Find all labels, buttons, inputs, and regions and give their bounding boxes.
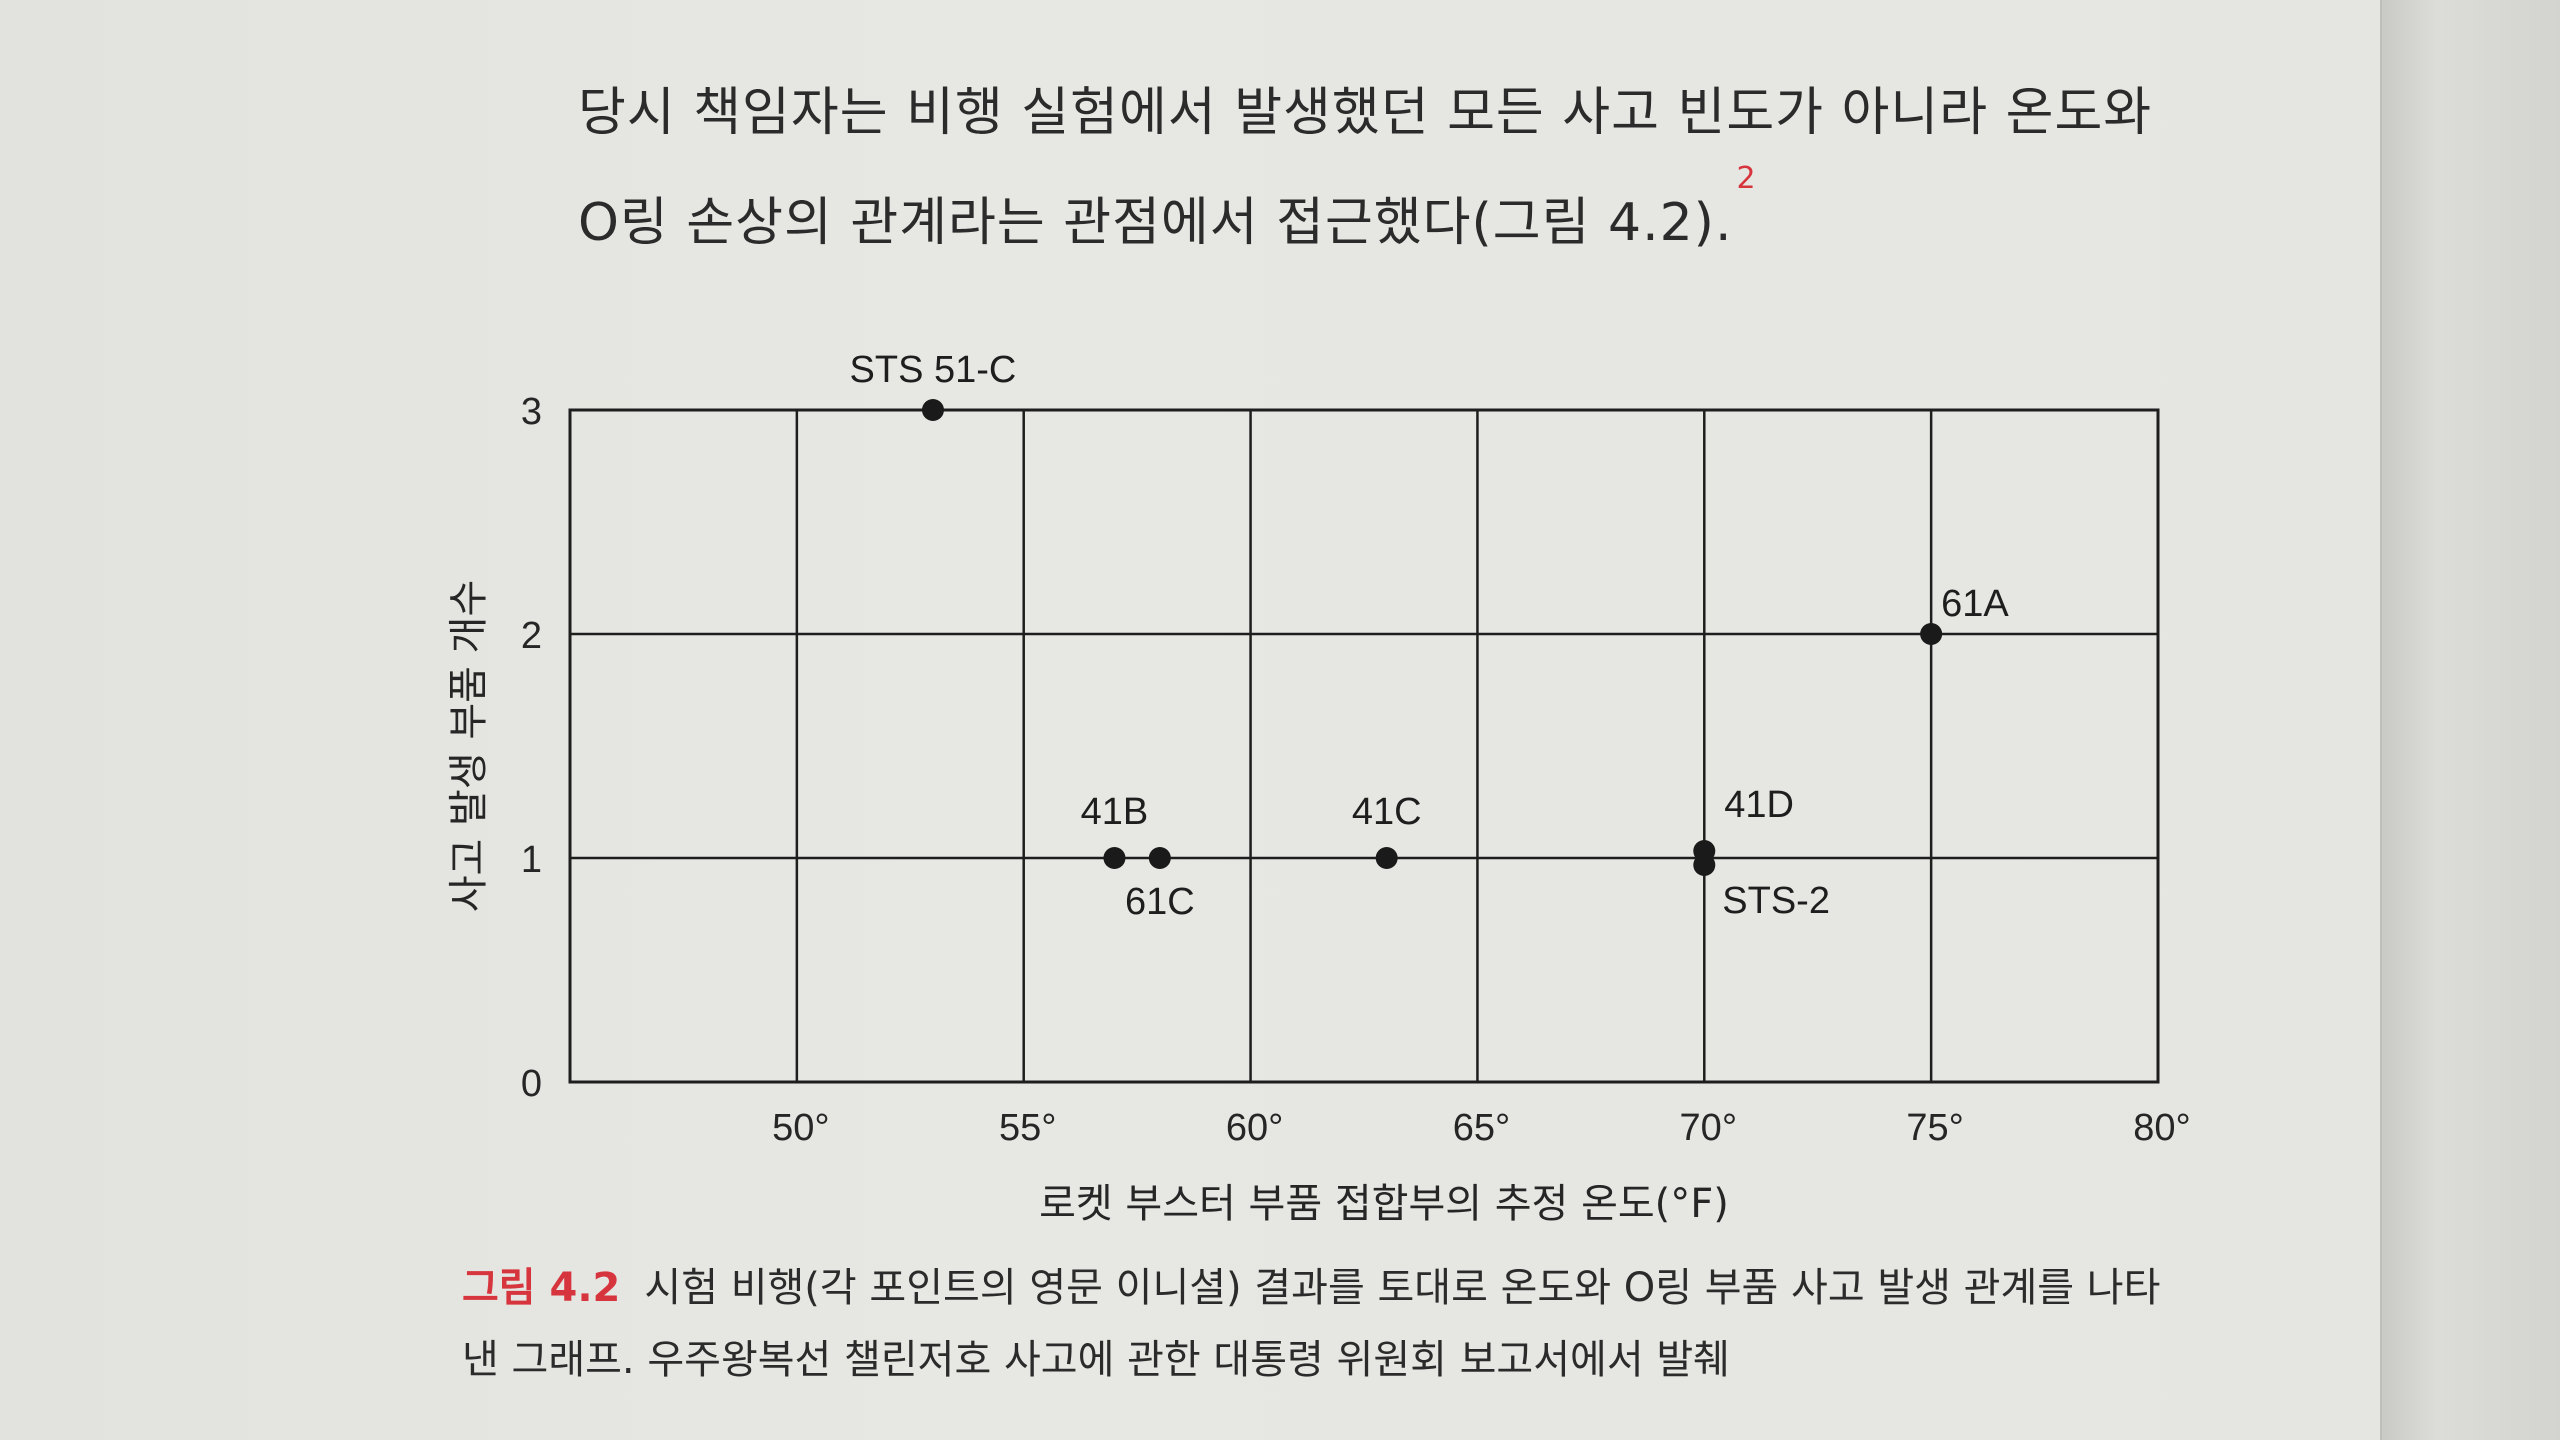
y-tick-label: 0 — [521, 1063, 542, 1105]
scatter-chart: 50° 55° 60° 65° 70° 75° 80° 0 1 2 3 STS 51-C 41B 61… — [446, 349, 2191, 1227]
data-point — [1375, 847, 1398, 869]
data-point-label: 41C — [1352, 791, 1422, 833]
body-text-line-1: 당시 책임자는 비행 실험에서 발생했던 모든 사고 빈도가 아니라 온도와 — [578, 83, 2153, 143]
x-tick-label: 60° — [1226, 1107, 1283, 1149]
plot-frame — [568, 408, 2160, 1084]
x-tick-label: 55° — [999, 1107, 1056, 1149]
y-tick-label: 3 — [521, 391, 542, 433]
x-tick-label: 50° — [772, 1107, 829, 1149]
y-axis-label: 사고 발생 부품 개수 — [446, 580, 492, 913]
data-point — [1103, 847, 1126, 869]
y-tick-label: 1 — [521, 839, 542, 881]
footnote-marker: 2 — [1736, 160, 1757, 196]
data-point-label: STS-2 — [1722, 880, 1830, 922]
x-tick-labels: 50° 55° 60° 65° 70° 75° 80° — [772, 1107, 2191, 1149]
data-point-label: 41D — [1724, 784, 1794, 826]
body-text-line-2: O링 손상의 관계라는 관점에서 접근했다(그림 4.2).2 — [578, 160, 1757, 253]
data-point-label: STS 51-C — [850, 349, 1017, 391]
data-point — [1693, 854, 1716, 876]
data-point-label: 41B — [1081, 791, 1149, 833]
figure-number: 그림 4.2 — [462, 1265, 621, 1311]
figure-caption-line-1: 그림 4.2 시험 비행(각 포인트의 영문 이니셜) 결과를 토대로 온도와 O… — [462, 1265, 2161, 1311]
x-tick-label: 70° — [1680, 1107, 1737, 1149]
data-point — [921, 399, 944, 421]
x-axis-label: 로켓 부스터 부품 접합부의 추정 온도(°F) — [1039, 1181, 1729, 1227]
book-page — [0, 0, 2380, 1440]
x-tick-label: 80° — [2133, 1107, 2190, 1149]
figure-caption-line-2: 낸 그래프. 우주왕복선 챌린저호 사고에 관한 대통령 위원회 보고서에서 발… — [462, 1337, 1730, 1383]
y-tick-labels: 0 1 2 3 — [521, 391, 542, 1105]
data-point — [1920, 623, 1943, 645]
point-labels: STS 51-C 41B 61C 41C 41D STS-2 61A — [850, 349, 2010, 923]
data-points — [921, 399, 1943, 876]
data-point-label: 61A — [1941, 583, 2009, 625]
page-edge — [2380, 0, 2560, 1440]
data-point — [1148, 847, 1171, 869]
x-tick-label: 65° — [1453, 1107, 1510, 1149]
y-tick-label: 2 — [521, 615, 542, 657]
data-point-label: 61C — [1125, 881, 1195, 923]
chart-grid — [570, 410, 2158, 1082]
x-tick-label: 75° — [1906, 1107, 1963, 1149]
